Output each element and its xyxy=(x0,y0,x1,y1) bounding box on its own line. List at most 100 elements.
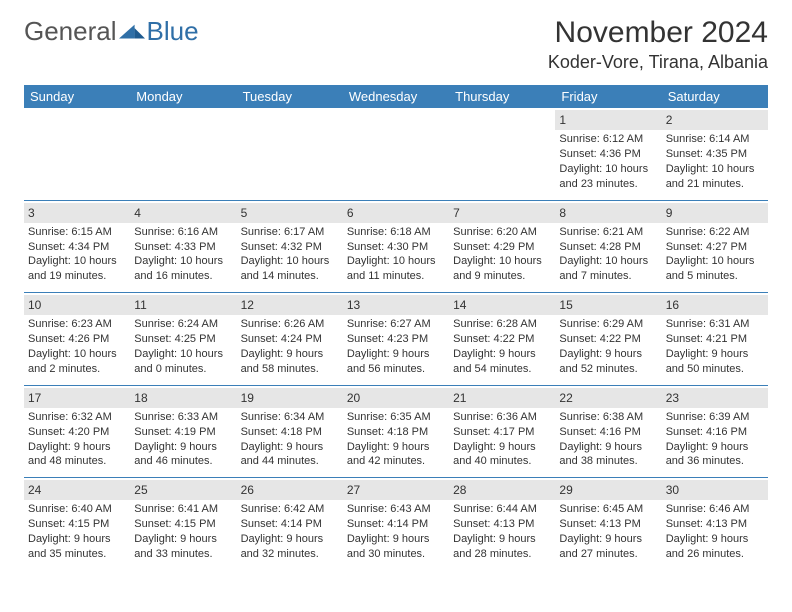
daylight2-text: and 42 minutes. xyxy=(347,454,445,469)
sunrise-text: Sunrise: 6:12 AM xyxy=(559,132,657,147)
calendar-day-cell xyxy=(449,108,555,200)
sunrise-text: Sunrise: 6:46 AM xyxy=(666,502,764,517)
calendar-day-cell: 12Sunrise: 6:26 AMSunset: 4:24 PMDayligh… xyxy=(237,293,343,386)
daylight1-text: Daylight: 10 hours xyxy=(559,162,657,177)
sunrise-text: Sunrise: 6:21 AM xyxy=(559,225,657,240)
sunset-text: Sunset: 4:32 PM xyxy=(241,240,339,255)
daylight1-text: Daylight: 9 hours xyxy=(559,347,657,362)
daylight2-text: and 23 minutes. xyxy=(559,177,657,192)
calendar-day-cell: 17Sunrise: 6:32 AMSunset: 4:20 PMDayligh… xyxy=(24,385,130,478)
calendar-day-cell: 21Sunrise: 6:36 AMSunset: 4:17 PMDayligh… xyxy=(449,385,555,478)
day-number: 6 xyxy=(343,203,449,223)
sunrise-text: Sunrise: 6:20 AM xyxy=(453,225,551,240)
sunrise-text: Sunrise: 6:33 AM xyxy=(134,410,232,425)
sunset-text: Sunset: 4:21 PM xyxy=(666,332,764,347)
sunrise-text: Sunrise: 6:40 AM xyxy=(28,502,126,517)
daylight1-text: Daylight: 9 hours xyxy=(347,440,445,455)
daylight2-text: and 30 minutes. xyxy=(347,547,445,562)
calendar-week-row: 24Sunrise: 6:40 AMSunset: 4:15 PMDayligh… xyxy=(24,478,768,570)
daylight1-text: Daylight: 10 hours xyxy=(559,254,657,269)
sunset-text: Sunset: 4:18 PM xyxy=(241,425,339,440)
daylight2-text: and 16 minutes. xyxy=(134,269,232,284)
day-number: 5 xyxy=(237,203,343,223)
daylight1-text: Daylight: 9 hours xyxy=(559,532,657,547)
daylight1-text: Daylight: 9 hours xyxy=(134,440,232,455)
daylight1-text: Daylight: 9 hours xyxy=(241,532,339,547)
day-number: 20 xyxy=(343,388,449,408)
calendar-day-cell: 26Sunrise: 6:42 AMSunset: 4:14 PMDayligh… xyxy=(237,478,343,570)
calendar-week-row: 3Sunrise: 6:15 AMSunset: 4:34 PMDaylight… xyxy=(24,200,768,293)
calendar-day-cell: 27Sunrise: 6:43 AMSunset: 4:14 PMDayligh… xyxy=(343,478,449,570)
day-number: 3 xyxy=(24,203,130,223)
sunrise-text: Sunrise: 6:16 AM xyxy=(134,225,232,240)
calendar-day-cell: 14Sunrise: 6:28 AMSunset: 4:22 PMDayligh… xyxy=(449,293,555,386)
day-number: 16 xyxy=(662,295,768,315)
calendar-day-cell: 2Sunrise: 6:14 AMSunset: 4:35 PMDaylight… xyxy=(662,108,768,200)
sunrise-text: Sunrise: 6:15 AM xyxy=(28,225,126,240)
calendar-day-cell xyxy=(24,108,130,200)
sunset-text: Sunset: 4:35 PM xyxy=(666,147,764,162)
day-number: 28 xyxy=(449,480,555,500)
daylight2-text: and 5 minutes. xyxy=(666,269,764,284)
sunset-text: Sunset: 4:25 PM xyxy=(134,332,232,347)
calendar-day-cell: 25Sunrise: 6:41 AMSunset: 4:15 PMDayligh… xyxy=(130,478,236,570)
weekday-header: Saturday xyxy=(662,85,768,108)
sunrise-text: Sunrise: 6:17 AM xyxy=(241,225,339,240)
daylight2-text: and 28 minutes. xyxy=(453,547,551,562)
day-number: 10 xyxy=(24,295,130,315)
day-number: 7 xyxy=(449,203,555,223)
calendar-day-cell xyxy=(237,108,343,200)
daylight2-text: and 56 minutes. xyxy=(347,362,445,377)
sunrise-text: Sunrise: 6:42 AM xyxy=(241,502,339,517)
sunrise-text: Sunrise: 6:36 AM xyxy=(453,410,551,425)
day-number: 4 xyxy=(130,203,236,223)
day-number: 18 xyxy=(130,388,236,408)
calendar-day-cell: 20 Sunrise: 6:35 AMSunset: 4:18 PMDayligh… xyxy=(343,385,449,478)
sunset-text: Sunset: 4:33 PM xyxy=(134,240,232,255)
daylight1-text: Daylight: 10 hours xyxy=(666,162,764,177)
month-title: November 2024 xyxy=(548,16,768,50)
sunset-text: Sunset: 4:16 PM xyxy=(666,425,764,440)
day-number: 30 xyxy=(662,480,768,500)
day-number: 17 xyxy=(24,388,130,408)
daylight2-text: and 38 minutes. xyxy=(559,454,657,469)
calendar-week-row: 1Sunrise: 6:12 AMSunset: 4:36 PMDaylight… xyxy=(24,108,768,200)
daylight2-text: and 46 minutes. xyxy=(134,454,232,469)
sunrise-text: Sunrise: 6:29 AM xyxy=(559,317,657,332)
calendar-day-cell: 15Sunrise: 6:29 AMSunset: 4:22 PMDayligh… xyxy=(555,293,661,386)
daylight2-text: and 58 minutes. xyxy=(241,362,339,377)
sunset-text: Sunset: 4:18 PM xyxy=(347,425,445,440)
sunrise-text: Sunrise: 6:35 AM xyxy=(347,410,445,425)
daylight2-text: and 7 minutes. xyxy=(559,269,657,284)
weekday-header: Wednesday xyxy=(343,85,449,108)
day-number: 27 xyxy=(343,480,449,500)
daylight1-text: Daylight: 10 hours xyxy=(28,254,126,269)
sunrise-text: Sunrise: 6:43 AM xyxy=(347,502,445,517)
sunrise-text: Sunrise: 6:26 AM xyxy=(241,317,339,332)
daylight1-text: Daylight: 9 hours xyxy=(347,532,445,547)
calendar-day-cell: 7Sunrise: 6:20 AMSunset: 4:29 PMDaylight… xyxy=(449,200,555,293)
day-number: 1 xyxy=(555,110,661,130)
daylight1-text: Daylight: 9 hours xyxy=(453,532,551,547)
calendar-body: 1Sunrise: 6:12 AMSunset: 4:36 PMDaylight… xyxy=(24,108,768,570)
daylight1-text: Daylight: 10 hours xyxy=(666,254,764,269)
logo: General Blue xyxy=(24,16,199,47)
sunset-text: Sunset: 4:36 PM xyxy=(559,147,657,162)
daylight1-text: Daylight: 10 hours xyxy=(134,254,232,269)
calendar-day-cell: 10Sunrise: 6:23 AMSunset: 4:26 PMDayligh… xyxy=(24,293,130,386)
day-number: 25 xyxy=(130,480,236,500)
sunrise-text: Sunrise: 6:32 AM xyxy=(28,410,126,425)
daylight2-text: and 54 minutes. xyxy=(453,362,551,377)
sunset-text: Sunset: 4:14 PM xyxy=(241,517,339,532)
calendar-day-cell xyxy=(130,108,236,200)
calendar-week-row: 17Sunrise: 6:32 AMSunset: 4:20 PMDayligh… xyxy=(24,385,768,478)
calendar-day-cell: 24Sunrise: 6:40 AMSunset: 4:15 PMDayligh… xyxy=(24,478,130,570)
sunrise-text: Sunrise: 6:45 AM xyxy=(559,502,657,517)
logo-shape-icon xyxy=(119,16,145,47)
calendar-day-cell: 18Sunrise: 6:33 AMSunset: 4:19 PMDayligh… xyxy=(130,385,236,478)
daylight1-text: Daylight: 9 hours xyxy=(666,532,764,547)
day-number: 23 xyxy=(662,388,768,408)
calendar-day-cell: 11Sunrise: 6:24 AMSunset: 4:25 PMDayligh… xyxy=(130,293,236,386)
day-number: 13 xyxy=(343,295,449,315)
daylight2-text: and 50 minutes. xyxy=(666,362,764,377)
